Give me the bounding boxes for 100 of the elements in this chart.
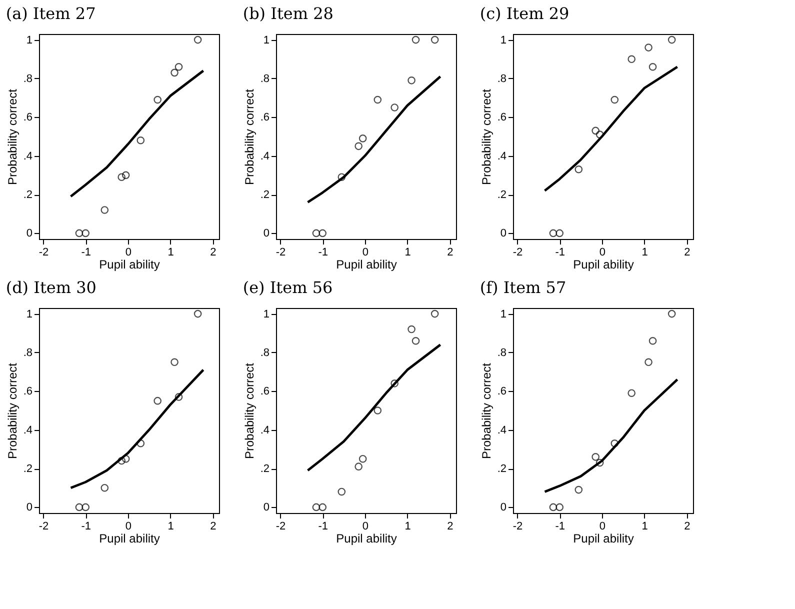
y-tick-label: .8 bbox=[23, 72, 32, 85]
x-tick-label: 1 bbox=[168, 246, 174, 258]
point bbox=[556, 503, 564, 512]
point bbox=[312, 229, 320, 238]
y-tick-label: .6 bbox=[23, 386, 32, 398]
y-tick-label: .6 bbox=[23, 112, 32, 124]
point bbox=[174, 393, 183, 401]
x-tick-label: -1 bbox=[81, 520, 91, 532]
y-tick-label: .6 bbox=[497, 112, 506, 124]
y-tick-label: .2 bbox=[23, 463, 32, 476]
y-tick-label: 0 bbox=[263, 228, 270, 240]
point bbox=[82, 229, 90, 238]
x-tick-label: -2 bbox=[38, 520, 49, 532]
x-tick-label: -1 bbox=[318, 520, 328, 532]
point bbox=[648, 62, 657, 71]
x-tick-label: 2 bbox=[447, 520, 454, 532]
chart-title: (e) Item 56 bbox=[242, 278, 333, 297]
point bbox=[430, 36, 439, 44]
point bbox=[318, 229, 326, 238]
x-tick-label: 2 bbox=[684, 520, 690, 532]
point bbox=[648, 336, 657, 345]
x-axis-title: Pupil ability bbox=[99, 532, 160, 546]
y-tick-label: 1 bbox=[500, 308, 506, 320]
point bbox=[592, 453, 600, 461]
point bbox=[358, 134, 367, 142]
point bbox=[75, 503, 84, 512]
x-tick-label: 0 bbox=[125, 246, 132, 258]
y-tick-label: 0 bbox=[500, 502, 506, 514]
x-tick-label: 0 bbox=[599, 520, 606, 532]
y-tick-label: 0 bbox=[26, 228, 32, 240]
y-tick-label: .2 bbox=[260, 463, 270, 476]
y-tick-label: .2 bbox=[260, 189, 270, 202]
line-series bbox=[544, 378, 679, 493]
point bbox=[430, 310, 439, 318]
y-tick-label: .6 bbox=[260, 386, 270, 398]
point bbox=[118, 456, 126, 465]
x-tick-label: -2 bbox=[512, 520, 523, 532]
line-series bbox=[70, 368, 205, 490]
y-axis-title: Probability correct bbox=[5, 88, 20, 186]
x-tick-label: 0 bbox=[362, 246, 369, 258]
point bbox=[556, 229, 564, 238]
x-tick-label: -2 bbox=[512, 246, 523, 258]
x-axis-title: Pupil ability bbox=[336, 258, 397, 272]
y-tick-label: .8 bbox=[260, 346, 270, 359]
point bbox=[549, 503, 558, 512]
point bbox=[154, 96, 162, 104]
y-axis-title: Probability correct bbox=[5, 362, 20, 460]
y-tick-label: .4 bbox=[23, 424, 32, 436]
x-tick-label: 1 bbox=[404, 246, 411, 258]
x-tick-label: 1 bbox=[404, 520, 411, 532]
point bbox=[374, 406, 382, 414]
y-tick-label: .4 bbox=[260, 150, 270, 162]
point bbox=[136, 136, 145, 144]
y-tick-label: .4 bbox=[497, 150, 506, 162]
y-tick-label: .2 bbox=[497, 463, 506, 476]
y-axis-title: Probability correct bbox=[479, 362, 494, 460]
point bbox=[318, 503, 326, 512]
point bbox=[354, 462, 362, 470]
x-axis-title: Pupil ability bbox=[573, 532, 634, 546]
point bbox=[390, 104, 398, 112]
x-tick-label: 2 bbox=[447, 246, 454, 258]
y-axis-title: Probability correct bbox=[242, 362, 256, 460]
line-series bbox=[306, 344, 442, 472]
line-series bbox=[544, 66, 679, 192]
point bbox=[100, 206, 109, 214]
point bbox=[136, 439, 145, 448]
chart-title: (d) Item 30 bbox=[6, 278, 96, 297]
y-tick-label: 1 bbox=[26, 308, 32, 320]
x-tick-label: 1 bbox=[642, 246, 648, 258]
point bbox=[412, 36, 420, 44]
point bbox=[100, 484, 109, 492]
point bbox=[610, 439, 619, 448]
point bbox=[358, 454, 367, 463]
point bbox=[122, 454, 130, 463]
point bbox=[644, 44, 652, 52]
y-axis-title: Probability correct bbox=[242, 88, 256, 186]
x-axis-title: Pupil ability bbox=[573, 258, 634, 272]
point bbox=[596, 458, 604, 467]
y-axis-title: Probability correct bbox=[479, 88, 494, 186]
point bbox=[374, 96, 382, 104]
line-series bbox=[70, 70, 205, 198]
y-tick-label: .2 bbox=[23, 189, 32, 202]
y-tick-label: .8 bbox=[497, 346, 506, 359]
point bbox=[170, 358, 178, 366]
chart-title: (a) Item 27 bbox=[6, 4, 96, 23]
x-tick-label: -2 bbox=[276, 246, 286, 258]
point bbox=[338, 173, 346, 182]
point bbox=[592, 126, 600, 135]
y-tick-label: .2 bbox=[497, 189, 506, 202]
chart-title: (f) Item 57 bbox=[480, 278, 566, 297]
point bbox=[644, 358, 652, 366]
line-series bbox=[306, 75, 442, 204]
point bbox=[118, 173, 126, 182]
x-axis-title: Pupil ability bbox=[99, 258, 160, 272]
y-tick-label: 1 bbox=[263, 308, 270, 320]
point bbox=[338, 488, 346, 496]
chart-title: (b) Item 28 bbox=[242, 4, 334, 23]
x-tick-label: -2 bbox=[38, 246, 49, 258]
point bbox=[574, 165, 583, 174]
y-tick-label: .4 bbox=[497, 424, 506, 436]
